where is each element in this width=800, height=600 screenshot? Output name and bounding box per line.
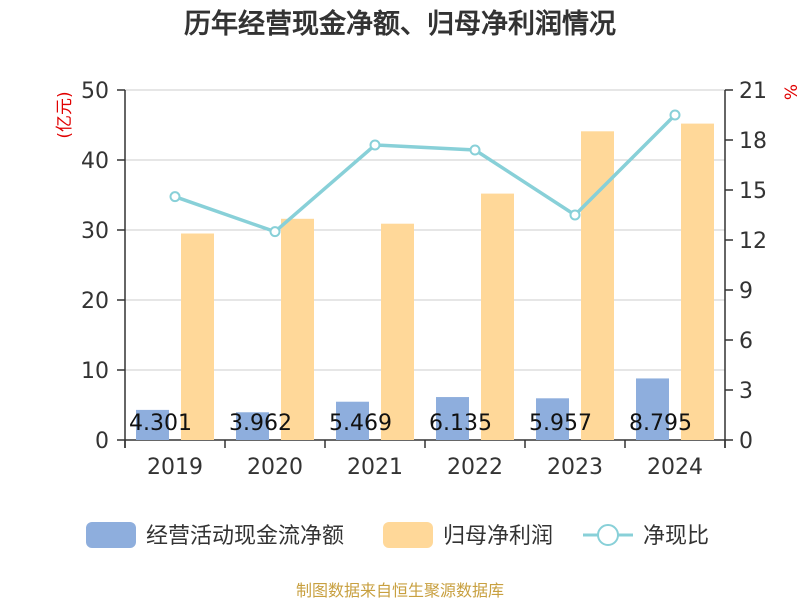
point-net-cash-ratio [269,226,281,238]
bar-cash-flow [536,398,569,440]
bar-cash-flow [336,401,369,440]
y-axis-right-title: % [782,84,800,100]
data-label-cash-flow: 4.301 [129,411,192,436]
y-tick-left-label: 0 [95,429,109,454]
x-tick-label: 2019 [147,455,203,480]
legend-swatch-net-profit [383,522,433,548]
x-tick-label: 2021 [347,455,403,480]
point-net-cash-ratio [469,144,481,156]
bar-net-profit [681,123,714,440]
point-net-cash-ratio [569,209,581,221]
y-tick-left-label: 30 [81,219,109,244]
bar-net-profit [281,218,314,440]
y-tick-left-label: 10 [81,359,109,384]
bar-net-profit [581,131,614,441]
y-tick-right-label: 9 [739,279,753,304]
x-tick-label: 2024 [647,455,703,480]
legend-label-net-cash-ratio: 净现比 [643,524,709,549]
point-net-cash-ratio [369,139,381,151]
legend-swatch-cash-flow [86,522,136,548]
bar-cash-flow [236,412,269,440]
bar-cash-flow [136,409,169,440]
source-note: 制图数据来自恒生聚源数据库 [296,581,504,600]
point-net-cash-ratio [669,109,681,121]
y-tick-right-label: 15 [739,179,767,204]
y-tick-left-label: 20 [81,289,109,314]
chart-title: 历年经营现金净额、归母净利润情况 [184,8,616,40]
legend-swatch-net-cash-ratio-marker [597,524,619,546]
x-tick-label: 2020 [247,455,303,480]
y-axis-left-title: (亿元) [55,91,75,138]
data-label-cash-flow: 5.469 [329,411,392,436]
bar-net-profit [181,233,214,440]
bar-cash-flow [636,378,669,440]
data-label-cash-flow: 3.962 [229,411,292,436]
bar-net-profit [381,223,414,440]
point-net-cash-ratio [169,191,181,203]
bar-cash-flow [436,397,469,440]
x-tick-label: 2023 [547,455,603,480]
legend-label-net-profit: 归母净利润 [443,524,553,549]
data-label-cash-flow: 6.135 [429,411,492,436]
x-tick-label: 2022 [447,455,503,480]
bar-net-profit [481,193,514,440]
y-tick-right-label: 6 [739,329,753,354]
y-tick-left-label: 40 [81,149,109,174]
y-tick-right-label: 21 [739,79,767,104]
y-tick-right-label: 3 [739,379,753,404]
legend-label-cash-flow: 经营活动现金流净额 [146,524,344,549]
data-label-cash-flow: 8.795 [629,411,692,436]
y-tick-right-label: 12 [739,229,767,254]
y-tick-right-label: 0 [739,429,753,454]
y-tick-right-label: 18 [739,129,767,154]
line-net-cash-ratio [174,113,677,234]
data-label-cash-flow: 5.957 [529,411,592,436]
y-tick-left-label: 50 [81,79,109,104]
